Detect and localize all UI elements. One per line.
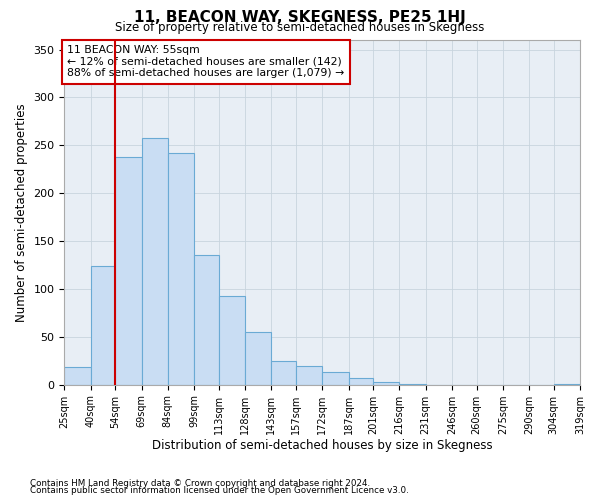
Bar [115,157,142,384]
Text: 11 BEACON WAY: 55sqm
← 12% of semi-detached houses are smaller (142)
88% of semi: 11 BEACON WAY: 55sqm ← 12% of semi-detac… [67,45,344,78]
Bar [322,372,349,384]
Bar [194,256,219,384]
Bar [142,138,168,384]
Bar [219,296,245,384]
Text: Contains public sector information licensed under the Open Government Licence v3: Contains public sector information licen… [30,486,409,495]
Text: 11, BEACON WAY, SKEGNESS, PE25 1HJ: 11, BEACON WAY, SKEGNESS, PE25 1HJ [134,10,466,25]
X-axis label: Distribution of semi-detached houses by size in Skegness: Distribution of semi-detached houses by … [152,440,493,452]
Bar [296,366,322,384]
Bar [271,361,296,384]
Y-axis label: Number of semi-detached properties: Number of semi-detached properties [15,103,28,322]
Bar [245,332,271,384]
Bar [91,266,115,384]
Bar [168,153,194,384]
Text: Size of property relative to semi-detached houses in Skegness: Size of property relative to semi-detach… [115,22,485,35]
Bar [349,378,373,384]
Bar [64,368,91,384]
Bar [373,382,400,384]
Text: Contains HM Land Registry data © Crown copyright and database right 2024.: Contains HM Land Registry data © Crown c… [30,478,370,488]
